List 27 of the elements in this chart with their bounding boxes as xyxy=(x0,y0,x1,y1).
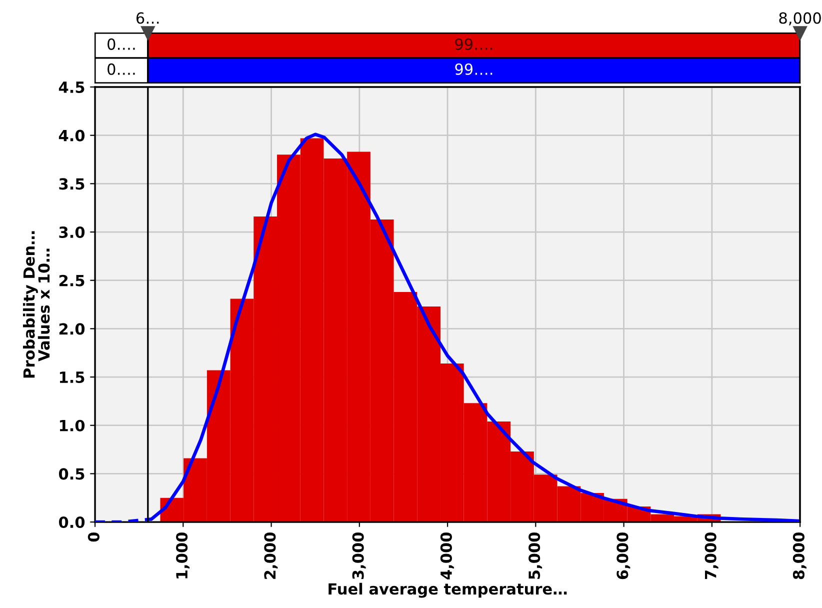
y-tick-label: 3.5 xyxy=(59,178,84,190)
y-tick-label: 2.0 xyxy=(59,323,85,335)
y-tick-label: 4.0 xyxy=(58,130,85,142)
y-tick-label: 2.5 xyxy=(59,274,84,286)
text: 99…. xyxy=(455,63,492,75)
y-axis-title: Probability Den… Values x 10… xyxy=(22,231,50,378)
y-tick-label: 4.5 xyxy=(58,82,84,94)
x-tick-label: 3,000 xyxy=(352,532,366,580)
x-tick-label: 4,000 xyxy=(440,532,454,580)
x-axis-title: Fuel average temperature… xyxy=(328,582,567,598)
y-tick-label: 1.5 xyxy=(60,372,84,384)
x-tick-label: 1,000 xyxy=(176,532,190,578)
x-tick-label: 0 xyxy=(88,532,100,542)
ref-line-label: 8,000 xyxy=(779,12,821,26)
y-tick-label: 1.0 xyxy=(60,420,85,432)
y-tick-label: 3.0 xyxy=(59,226,85,238)
x-tick-label: 5,000 xyxy=(528,532,542,579)
text: 99…. xyxy=(455,38,492,50)
x-tick-label: 8,000 xyxy=(792,532,806,580)
x-tick-label: 6,000 xyxy=(616,532,630,580)
text: 0…. xyxy=(108,38,135,50)
y-tick-label: 0.5 xyxy=(58,468,84,480)
ref-line-label: 6… xyxy=(136,12,159,24)
x-tick-label: 2,000 xyxy=(264,532,278,579)
x-tick-label: 7,000 xyxy=(704,532,718,580)
y-tick-label: 0.0 xyxy=(58,516,85,528)
text: 0…. xyxy=(108,63,135,75)
